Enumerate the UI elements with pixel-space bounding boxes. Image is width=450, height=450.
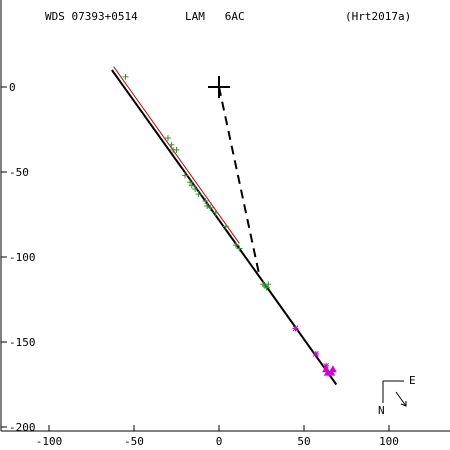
x-tick-label: 100 (379, 435, 399, 448)
y-tick-label: -150 (9, 336, 36, 349)
plus-point (187, 179, 194, 186)
plus-point (222, 223, 229, 230)
plus-point (122, 73, 129, 80)
plus-point (212, 209, 219, 216)
compass-north-label: N (378, 404, 385, 417)
plus-point (165, 135, 171, 141)
system-name: WDS 07393+0514 (45, 10, 138, 23)
plus-point (202, 197, 209, 204)
compass-rose: E N (378, 374, 416, 417)
plus-point (195, 191, 202, 198)
measurement-points (122, 73, 337, 376)
x-tick-label: -100 (36, 435, 63, 448)
asterisk-point-d2 (313, 351, 319, 357)
x-tick-label: -50 (124, 435, 144, 448)
triangle-point (328, 365, 337, 373)
y-tick-label: -200 (9, 421, 36, 434)
asterisk-point (292, 325, 299, 332)
plus-point (204, 203, 211, 209)
fit-line (113, 66, 240, 244)
orbit-line (111, 69, 338, 386)
plus-point (192, 186, 199, 192)
y-tick-label: 0 (9, 81, 16, 94)
primary-star-marker (208, 76, 230, 98)
plus-point (207, 204, 214, 211)
y-tick-label: -50 (9, 166, 29, 179)
compass-arrow-head (400, 401, 407, 407)
plus-point (236, 245, 243, 252)
plus-point (263, 284, 270, 291)
axis-ticks: -100 -50 0 50 100 0 -50 -100 -150 -200 (1, 81, 399, 448)
plus-point (233, 242, 239, 249)
asterisk-point-d2 (292, 325, 299, 332)
y-tick-label: -100 (9, 251, 36, 264)
orbit-lines (111, 66, 338, 386)
discoverer-code: LAM 6AC (185, 10, 245, 23)
plus-point (265, 281, 272, 288)
plus-point (168, 141, 175, 148)
x-tick-label: 0 (216, 435, 223, 448)
orbit-reference: (Hrt2017a) (345, 10, 412, 23)
plus-point (188, 182, 195, 189)
plus-point (173, 146, 180, 153)
asterisk-point (312, 350, 319, 357)
periastron-line (218, 86, 261, 278)
x-tick-label: 50 (297, 435, 310, 448)
plus-point (182, 172, 188, 179)
compass-east-label: E (409, 374, 416, 387)
compass-motion-arrow (395, 391, 407, 407)
